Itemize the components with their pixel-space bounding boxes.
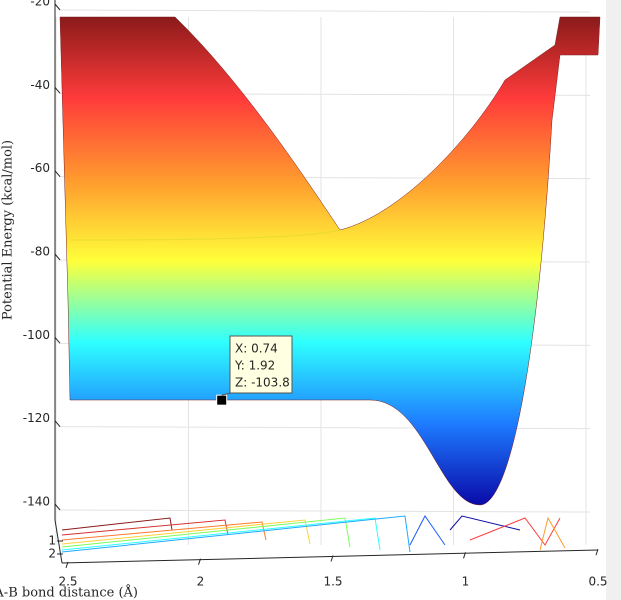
datatip-box (229, 335, 293, 394)
y-tick (463, 552, 466, 559)
z-tick (54, 503, 61, 511)
z-tick-label: -100 (23, 328, 50, 342)
y-axis-label: A-B bond distance (Å) (0, 585, 138, 600)
y-tick-label: 1 (462, 575, 470, 589)
z-tick (54, 3, 61, 11)
y-tick-label: 2 (197, 575, 205, 589)
y-tick-label: 0.5 (588, 575, 607, 589)
z-tick-label: -140 (23, 495, 50, 509)
z-tick-label: -20 (30, 0, 50, 9)
datatip: X: 0.74 Y: 1.92 Z: -103.8 (216, 335, 293, 406)
frame (606, 0, 621, 600)
datatip-label: Z: -103.8 (235, 376, 290, 390)
grid-line (59, 9, 591, 13)
z-tick (54, 87, 61, 94)
z-tick-label: -40 (30, 78, 50, 92)
y-axis (61, 549, 599, 564)
datatip-label: X: 0.74 (235, 342, 278, 356)
z-axis-label: Potential Energy (kcal/mol) (1, 140, 16, 320)
z-tick-label: -120 (23, 411, 50, 425)
z-tick-label: -60 (30, 161, 50, 175)
z-tick (54, 420, 61, 427)
contours (61, 515, 566, 553)
z-tick (54, 170, 61, 177)
z-tick (54, 253, 61, 261)
x-tick-label: 1 (48, 534, 56, 548)
grid-line (59, 509, 591, 513)
x-tick-label: 2 (48, 547, 56, 561)
y-tick (330, 555, 334, 562)
datatip-marker (216, 394, 228, 406)
y-tick-label: 1.5 (323, 575, 342, 589)
energy-surface (59, 16, 601, 506)
z-tick (54, 337, 61, 344)
surface-edge (69, 229, 341, 241)
z-tick-label: -80 (30, 245, 50, 259)
y-tick (595, 548, 599, 556)
datatip-pointer (221, 392, 232, 396)
y-tick (198, 558, 201, 565)
y-tick (65, 561, 69, 569)
y-tick-label: 2.5 (58, 575, 77, 589)
datatip-label: Y: 1.92 (234, 359, 275, 373)
